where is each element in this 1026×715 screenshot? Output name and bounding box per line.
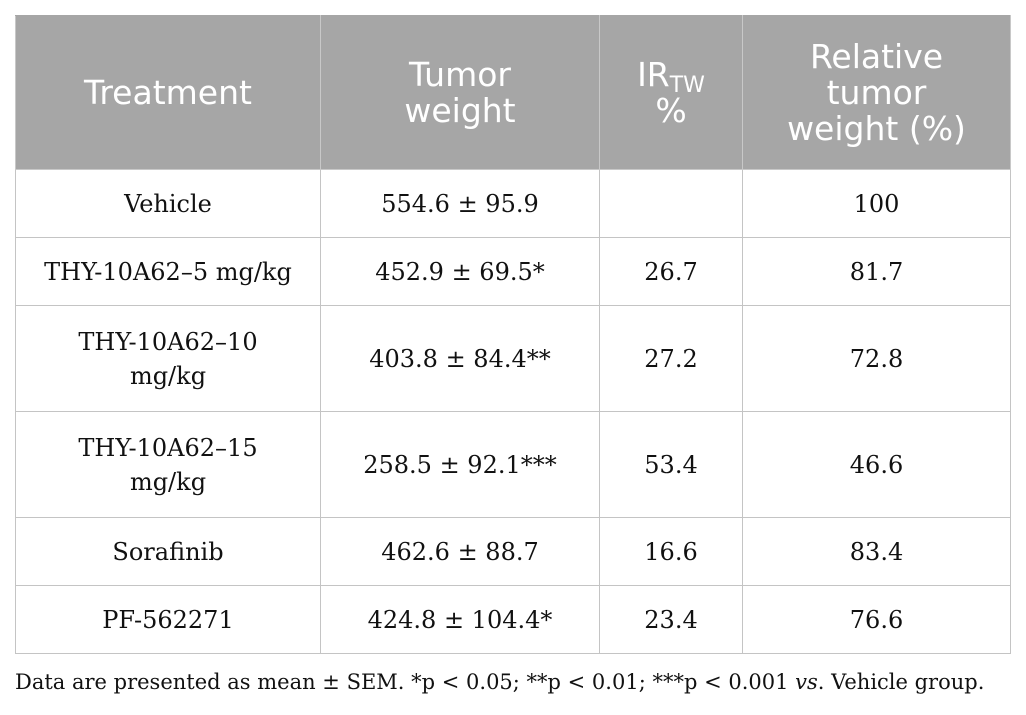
table-row: PF-562271 424.8 ± 104.4* 23.4 76.6: [15, 585, 1011, 654]
cell-tumor-weight: 258.5 ± 92.1***: [320, 411, 600, 518]
cell-tumor-weight: 403.8 ± 84.4**: [320, 305, 600, 412]
footnote-text-end: . Vehicle group.: [817, 670, 985, 694]
header-tumor-weight-label: Tumor weight: [404, 54, 516, 130]
cell-treatment: Vehicle: [15, 169, 321, 238]
cell-ir: 16.6: [599, 517, 743, 586]
cell-tumor-weight: 462.6 ± 88.7: [320, 517, 600, 586]
cell-relative: 100: [742, 169, 1011, 238]
cell-tumor-weight: 452.9 ± 69.5*: [320, 237, 600, 306]
cell-ir: [599, 169, 743, 238]
cell-tumor-weight: 424.8 ± 104.4*: [320, 585, 600, 654]
header-ir-base: IR: [637, 54, 670, 94]
header-relative-label: Relative tumor weight (%): [787, 36, 966, 148]
header-relative-tumor-weight: Relative tumor weight (%): [742, 15, 1011, 170]
table-footnote: Data are presented as mean ± SEM. *p < 0…: [15, 670, 984, 694]
cell-treatment-text: THY-10A62–10 mg/kg: [78, 327, 258, 390]
header-row: Treatment Tumor weight IRTW % Relative t…: [15, 15, 1011, 170]
cell-ir: 26.7: [599, 237, 743, 306]
header-tumor-weight: Tumor weight: [320, 15, 600, 170]
cell-ir: 27.2: [599, 305, 743, 412]
table-header: Treatment Tumor weight IRTW % Relative t…: [15, 15, 1011, 170]
cell-relative: 46.6: [742, 411, 1011, 518]
cell-relative: 76.6: [742, 585, 1011, 654]
table-row: THY-10A62–15 mg/kg 258.5 ± 92.1*** 53.4 …: [15, 411, 1011, 518]
cell-treatment: THY-10A62–5 mg/kg: [15, 237, 321, 306]
cell-treatment: THY-10A62–15 mg/kg: [15, 411, 321, 518]
cell-relative: 81.7: [742, 237, 1011, 306]
cell-relative: 72.8: [742, 305, 1011, 412]
cell-ir: 53.4: [599, 411, 743, 518]
cell-treatment: PF-562271: [15, 585, 321, 654]
header-ir-unit: %: [655, 90, 687, 130]
data-table-container: Treatment Tumor weight IRTW % Relative t…: [15, 15, 1011, 654]
header-ir-sub: TW: [669, 72, 705, 98]
table-row: THY-10A62–10 mg/kg 403.8 ± 84.4** 27.2 7…: [15, 305, 1011, 412]
footnote-text: Data are presented as mean ± SEM. *p < 0…: [15, 670, 796, 694]
footnote-italic: vs: [795, 670, 818, 694]
table-row: Vehicle 554.6 ± 95.9 100: [15, 169, 1011, 238]
header-ir-tw: IRTW %: [599, 15, 743, 170]
cell-ir: 23.4: [599, 585, 743, 654]
header-treatment: Treatment: [15, 15, 321, 170]
cell-treatment-text: THY-10A62–15 mg/kg: [78, 433, 258, 496]
table-row: THY-10A62–5 mg/kg 452.9 ± 69.5* 26.7 81.…: [15, 237, 1011, 306]
table-body: Vehicle 554.6 ± 95.9 100 THY-10A62–5 mg/…: [15, 169, 1011, 654]
cell-treatment: Sorafinib: [15, 517, 321, 586]
tumor-weight-table: Treatment Tumor weight IRTW % Relative t…: [15, 15, 1011, 654]
cell-tumor-weight: 554.6 ± 95.9: [320, 169, 600, 238]
table-row: Sorafinib 462.6 ± 88.7 16.6 83.4: [15, 517, 1011, 586]
cell-treatment: THY-10A62–10 mg/kg: [15, 305, 321, 412]
cell-relative: 83.4: [742, 517, 1011, 586]
